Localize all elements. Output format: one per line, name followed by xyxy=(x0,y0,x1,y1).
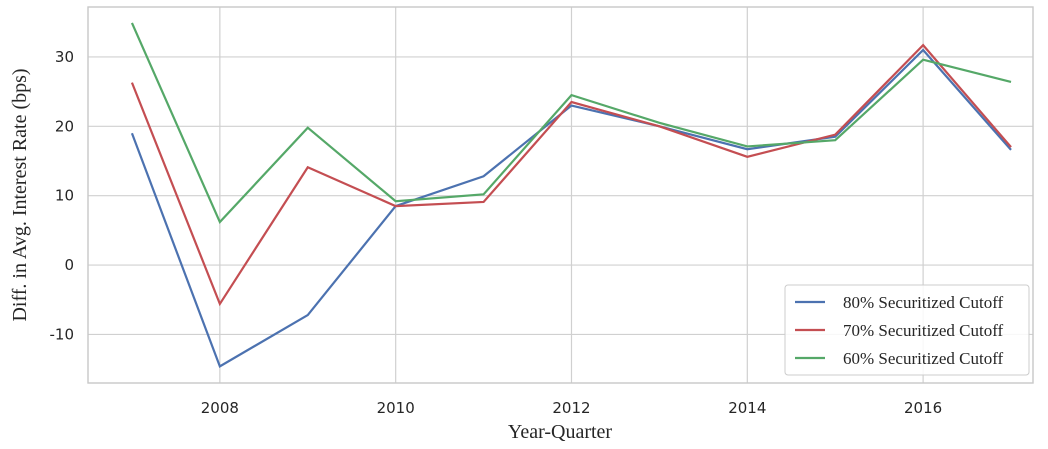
plot-frame xyxy=(87,6,1034,384)
x-tick-label: 2016 xyxy=(904,399,942,417)
x-tick-label: 2008 xyxy=(201,399,239,417)
y-tick-label: 0 xyxy=(64,256,74,274)
series-line xyxy=(130,48,1012,368)
y-tick-label: 30 xyxy=(55,48,74,66)
series-line xyxy=(130,43,1012,307)
x-axis-label: Year-Quarter xyxy=(508,421,613,443)
y-tick-label: 10 xyxy=(55,187,74,205)
x-tick-label: 2012 xyxy=(552,399,590,417)
x-tick-label: 2010 xyxy=(377,399,415,417)
legend-label: 70% Securitized Cutoff xyxy=(843,321,1004,340)
y-tick-label: 20 xyxy=(55,117,74,135)
legend: 80% Securitized Cutoff 70% Securitized Cu… xyxy=(784,284,1030,376)
legend-label: 80% Securitized Cutoff xyxy=(843,293,1004,312)
x-tick-label: 2014 xyxy=(728,399,766,417)
legend-box xyxy=(784,284,1030,376)
legend-label: 60% Securitized Cutoff xyxy=(843,349,1004,368)
series-line xyxy=(130,22,1012,225)
y-axis-label: Diff. in Avg. Interest Rate (bps) xyxy=(9,68,31,321)
y-tick-label: -10 xyxy=(50,325,75,343)
